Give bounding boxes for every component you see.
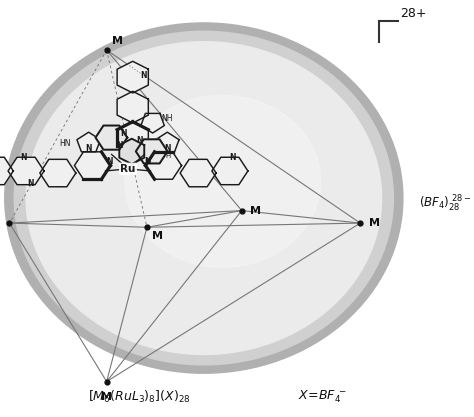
- Circle shape: [14, 31, 393, 365]
- Polygon shape: [40, 159, 76, 187]
- Text: N: N: [137, 136, 143, 145]
- Text: N: N: [20, 153, 27, 162]
- Polygon shape: [74, 152, 110, 179]
- Polygon shape: [146, 152, 182, 179]
- Text: HN: HN: [59, 138, 71, 148]
- Text: N: N: [120, 129, 127, 138]
- Text: N: N: [140, 70, 146, 80]
- Text: N: N: [164, 144, 171, 153]
- Text: M: M: [369, 218, 380, 228]
- Circle shape: [125, 95, 320, 267]
- Circle shape: [5, 23, 403, 373]
- Text: N: N: [107, 157, 113, 166]
- Polygon shape: [117, 91, 148, 123]
- Polygon shape: [117, 122, 148, 153]
- Polygon shape: [141, 113, 164, 133]
- Text: M: M: [111, 36, 123, 46]
- Text: $(BF_4)_{28}^{\ 28-}$: $(BF_4)_{28}^{\ 28-}$: [419, 194, 472, 214]
- Polygon shape: [136, 139, 167, 163]
- Polygon shape: [117, 61, 148, 93]
- Circle shape: [26, 42, 382, 354]
- Text: H: H: [165, 153, 171, 159]
- Text: Ru: Ru: [120, 164, 136, 174]
- Polygon shape: [155, 132, 179, 152]
- Polygon shape: [8, 157, 44, 185]
- Polygon shape: [212, 157, 248, 185]
- Text: N: N: [116, 141, 123, 151]
- Text: NH: NH: [161, 113, 173, 123]
- Polygon shape: [180, 159, 216, 187]
- Text: N: N: [27, 179, 34, 188]
- Text: N: N: [85, 144, 92, 153]
- Polygon shape: [119, 139, 144, 164]
- Polygon shape: [0, 157, 13, 185]
- Text: N: N: [145, 157, 151, 166]
- Text: M: M: [249, 206, 261, 216]
- Text: M: M: [101, 392, 112, 402]
- Text: M: M: [152, 231, 163, 241]
- Text: $X\!=\!BF_4^{\,-}$: $X\!=\!BF_4^{\,-}$: [298, 389, 346, 405]
- Text: N: N: [229, 153, 236, 162]
- Polygon shape: [96, 126, 127, 150]
- Polygon shape: [77, 132, 100, 152]
- Text: 28+: 28+: [401, 7, 427, 20]
- Text: $[M_6(RuL_3)_8](X)_{28}$: $[M_6(RuL_3)_8](X)_{28}$: [89, 389, 191, 405]
